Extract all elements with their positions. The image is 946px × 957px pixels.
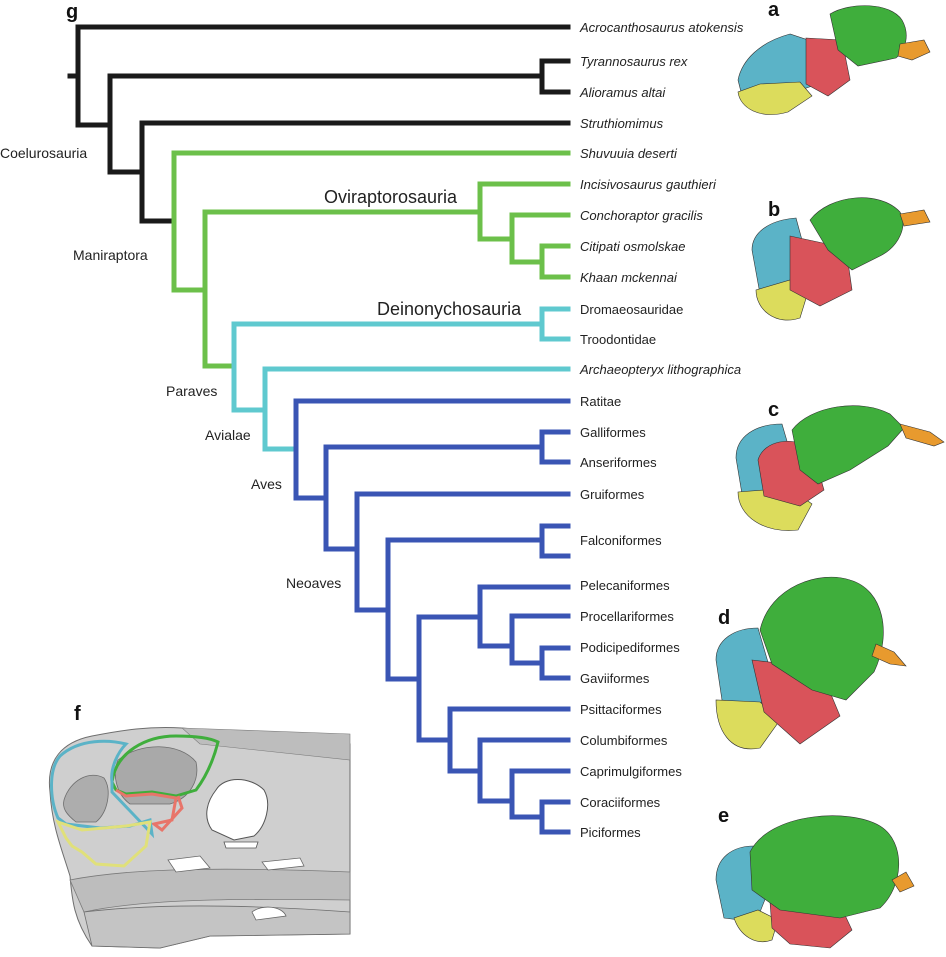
taxon-label: Acrocanthosaurus atokensis [579, 20, 744, 35]
tree-branches-green [171, 150, 571, 369]
taxon-label: Coraciiformes [580, 795, 661, 810]
panel-label-c: c [768, 399, 779, 421]
taxon-label: Caprimulgiformes [580, 764, 682, 779]
panel-label-e: e [718, 805, 729, 827]
clade-labels: Coelurosauria Maniraptora Oviraptorosaur… [0, 142, 522, 594]
panel-label-b: b [768, 199, 780, 221]
clade-label-oviraptorosauria: Oviraptorosauria [324, 187, 458, 207]
taxon-label: Shuvuuia deserti [580, 146, 678, 161]
endocast-d-illustration [715, 576, 907, 750]
clade-label-coelurosauria: Coelurosauria [0, 145, 87, 161]
taxon-label: Anseriformes [580, 455, 657, 470]
taxon-label: Incisivosaurus gauthieri [580, 177, 717, 192]
taxon-label: Archaeopteryx lithographica [579, 362, 741, 377]
taxon-label: Piciformes [580, 825, 641, 840]
taxon-label: Struthiomimus [580, 116, 664, 131]
panel-label-d: d [718, 607, 730, 629]
taxon-label: Alioramus altai [579, 85, 666, 100]
panel-label-f: f [74, 703, 81, 725]
tree-branches-blue [293, 398, 571, 835]
tree-branches-cyan [231, 306, 571, 452]
taxon-label: Procellariformes [580, 609, 674, 624]
clade-label-deinonychosauria: Deinonychosauria [377, 299, 522, 319]
taxon-label: Dromaeosauridae [580, 302, 683, 317]
endocast-a-illustration [737, 5, 931, 115]
clade-label-aves: Aves [251, 476, 282, 492]
panel-label-g: g [66, 1, 78, 23]
taxon-label: Ratitae [580, 394, 621, 409]
taxon-label: Conchoraptor gracilis [580, 208, 703, 223]
panel-label-a: a [768, 0, 780, 21]
endocast-e-illustration [715, 815, 915, 949]
taxon-label: Columbiformes [580, 733, 668, 748]
taxon-label: Pelecaniformes [580, 578, 670, 593]
taxon-labels: Acrocanthosaurus atokensis Tyrannosaurus… [579, 20, 744, 840]
clade-label-paraves: Paraves [166, 383, 217, 399]
taxon-label: Khaan mckennai [580, 270, 678, 285]
endocast-c-illustration [735, 405, 945, 531]
skull-illustration [48, 726, 351, 949]
taxon-label: Podicipediformes [580, 640, 680, 655]
taxon-label: Psittaciformes [580, 702, 662, 717]
taxon-label: Galliformes [580, 425, 646, 440]
taxon-label: Falconiformes [580, 533, 662, 548]
phylogenetic-tree [67, 24, 571, 835]
tree-branches-black [67, 24, 571, 224]
clade-label-maniraptora: Maniraptora [73, 247, 148, 263]
taxon-label: Tyrannosaurus rex [580, 54, 688, 69]
taxon-label: Citipati osmolskae [580, 239, 686, 254]
clade-label-avialae: Avialae [205, 427, 251, 443]
taxon-label: Troodontidae [580, 332, 656, 347]
taxon-label: Gaviiformes [580, 671, 650, 686]
endocast-b-illustration [751, 197, 931, 321]
taxon-label: Gruiformes [580, 487, 645, 502]
clade-label-neoaves: Neoaves [286, 575, 341, 591]
